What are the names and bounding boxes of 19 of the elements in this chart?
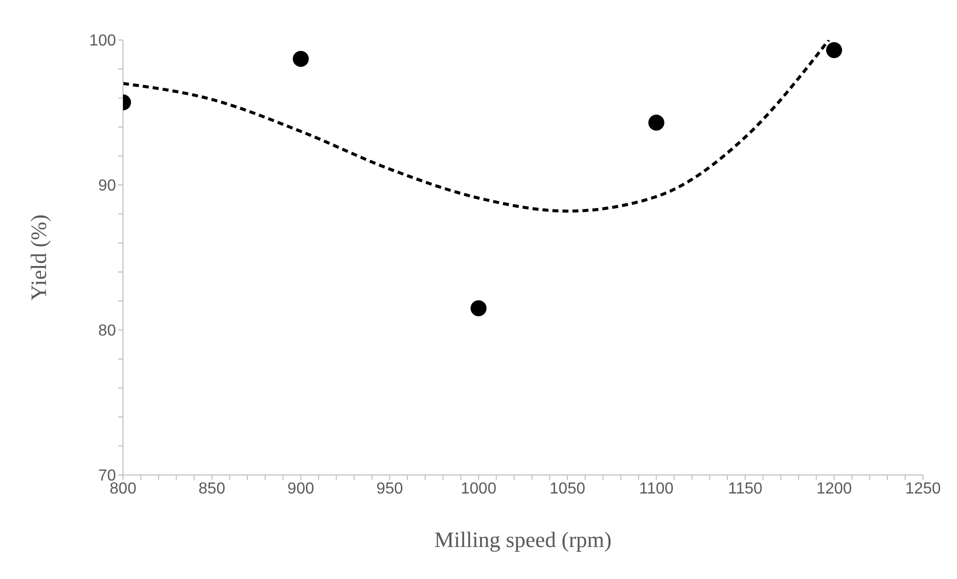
x-axis-title: Milling speed (rpm) <box>434 527 612 552</box>
x-tick-label: 950 <box>376 480 404 498</box>
y-tick-label: 90 <box>98 178 116 195</box>
y-tick-label: 80 <box>98 322 116 340</box>
x-tick-label: 1100 <box>639 480 674 498</box>
x-tick-label: 1050 <box>550 480 586 498</box>
x-tick-label: 1150 <box>728 480 763 498</box>
point <box>292 50 309 67</box>
x-tick-label: 1000 <box>460 480 496 498</box>
x-tick-label: 1200 <box>816 480 852 498</box>
x-tick-label: 1250 <box>905 480 941 498</box>
y-axis-title: Yield (%) <box>26 214 51 301</box>
x-tick-label: 900 <box>287 480 314 498</box>
point <box>648 114 664 131</box>
x-tick-label: 800 <box>110 480 136 498</box>
y-tick-label: 100 <box>89 32 116 50</box>
point <box>470 300 487 316</box>
point <box>826 42 842 58</box>
x-tick-label: 850 <box>198 480 226 498</box>
